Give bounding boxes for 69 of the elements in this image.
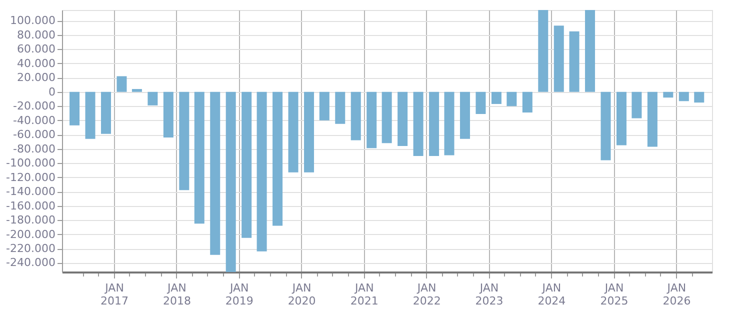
bar [85, 92, 96, 139]
x-tick-label: JAN 2024 [538, 282, 566, 308]
bar [256, 92, 267, 252]
x-tick-label: JAN 2019 [225, 282, 254, 308]
bar [632, 92, 642, 118]
bar [569, 31, 580, 92]
x-tick-label: JAN 2020 [288, 282, 316, 308]
y-tick-label: -240.000 [6, 256, 56, 270]
y-tick-label: -100.000 [6, 156, 56, 170]
bar [444, 92, 454, 156]
bar [70, 92, 80, 126]
bar [335, 92, 346, 124]
y-tick-label: -160.000 [6, 199, 56, 212]
y-tick-label: -120.000 [6, 170, 56, 184]
y-tick-label: 100.000 [10, 14, 56, 28]
y-tick-label: 0 [48, 85, 56, 98]
bar [100, 92, 111, 134]
bar [429, 92, 440, 156]
bar [226, 92, 236, 272]
y-tick-label: -80.000 [13, 142, 56, 156]
bar [319, 92, 330, 120]
bar [491, 92, 502, 104]
bar [350, 92, 361, 140]
bar [585, 10, 596, 92]
bar [678, 92, 689, 102]
bar [272, 92, 283, 226]
bar [132, 89, 142, 92]
y-tick-label: -20.000 [13, 100, 56, 113]
bar [304, 92, 314, 172]
y-tick-label: -140.000 [6, 185, 56, 198]
x-tick-label: JAN 2021 [350, 282, 378, 308]
bar [288, 92, 298, 172]
bar [242, 92, 252, 238]
bar [179, 92, 190, 190]
bar [398, 92, 408, 146]
bar [522, 92, 532, 113]
bar [616, 92, 626, 146]
y-tick-label: 40.000 [17, 56, 56, 70]
x-tick-label: JAN 2026 [662, 282, 691, 308]
bar [382, 92, 392, 144]
x-tick-label: JAN 2017 [100, 282, 129, 308]
bar [506, 92, 517, 106]
bar [694, 92, 704, 103]
bar [600, 92, 611, 160]
bar [538, 10, 548, 92]
bar [554, 26, 564, 92]
bar [163, 92, 174, 138]
y-tick-label: 20.000 [17, 71, 56, 84]
bar [647, 92, 658, 147]
x-tick-label: JAN 2018 [162, 282, 191, 308]
x-tick-label: JAN 2022 [412, 282, 441, 308]
bar [148, 92, 158, 106]
bar [460, 92, 470, 139]
bar [194, 92, 204, 224]
bar [663, 92, 674, 98]
bar [476, 92, 486, 114]
bar [413, 92, 424, 156]
y-tick-label: 80.000 [17, 28, 56, 42]
x-tick-label: JAN 2023 [475, 282, 504, 308]
y-tick-label: -180.000 [6, 214, 56, 227]
bar [116, 76, 127, 92]
bar [210, 92, 220, 255]
y-tick-label: -60.000 [13, 128, 56, 142]
bar [366, 92, 377, 148]
y-tick-label: -220.000 [6, 242, 56, 256]
y-tick-label: -200.000 [6, 228, 56, 241]
y-tick-label: -40.000 [13, 114, 56, 127]
x-tick-label: JAN 2025 [600, 282, 628, 308]
y-tick-label: 60.000 [17, 42, 56, 56]
